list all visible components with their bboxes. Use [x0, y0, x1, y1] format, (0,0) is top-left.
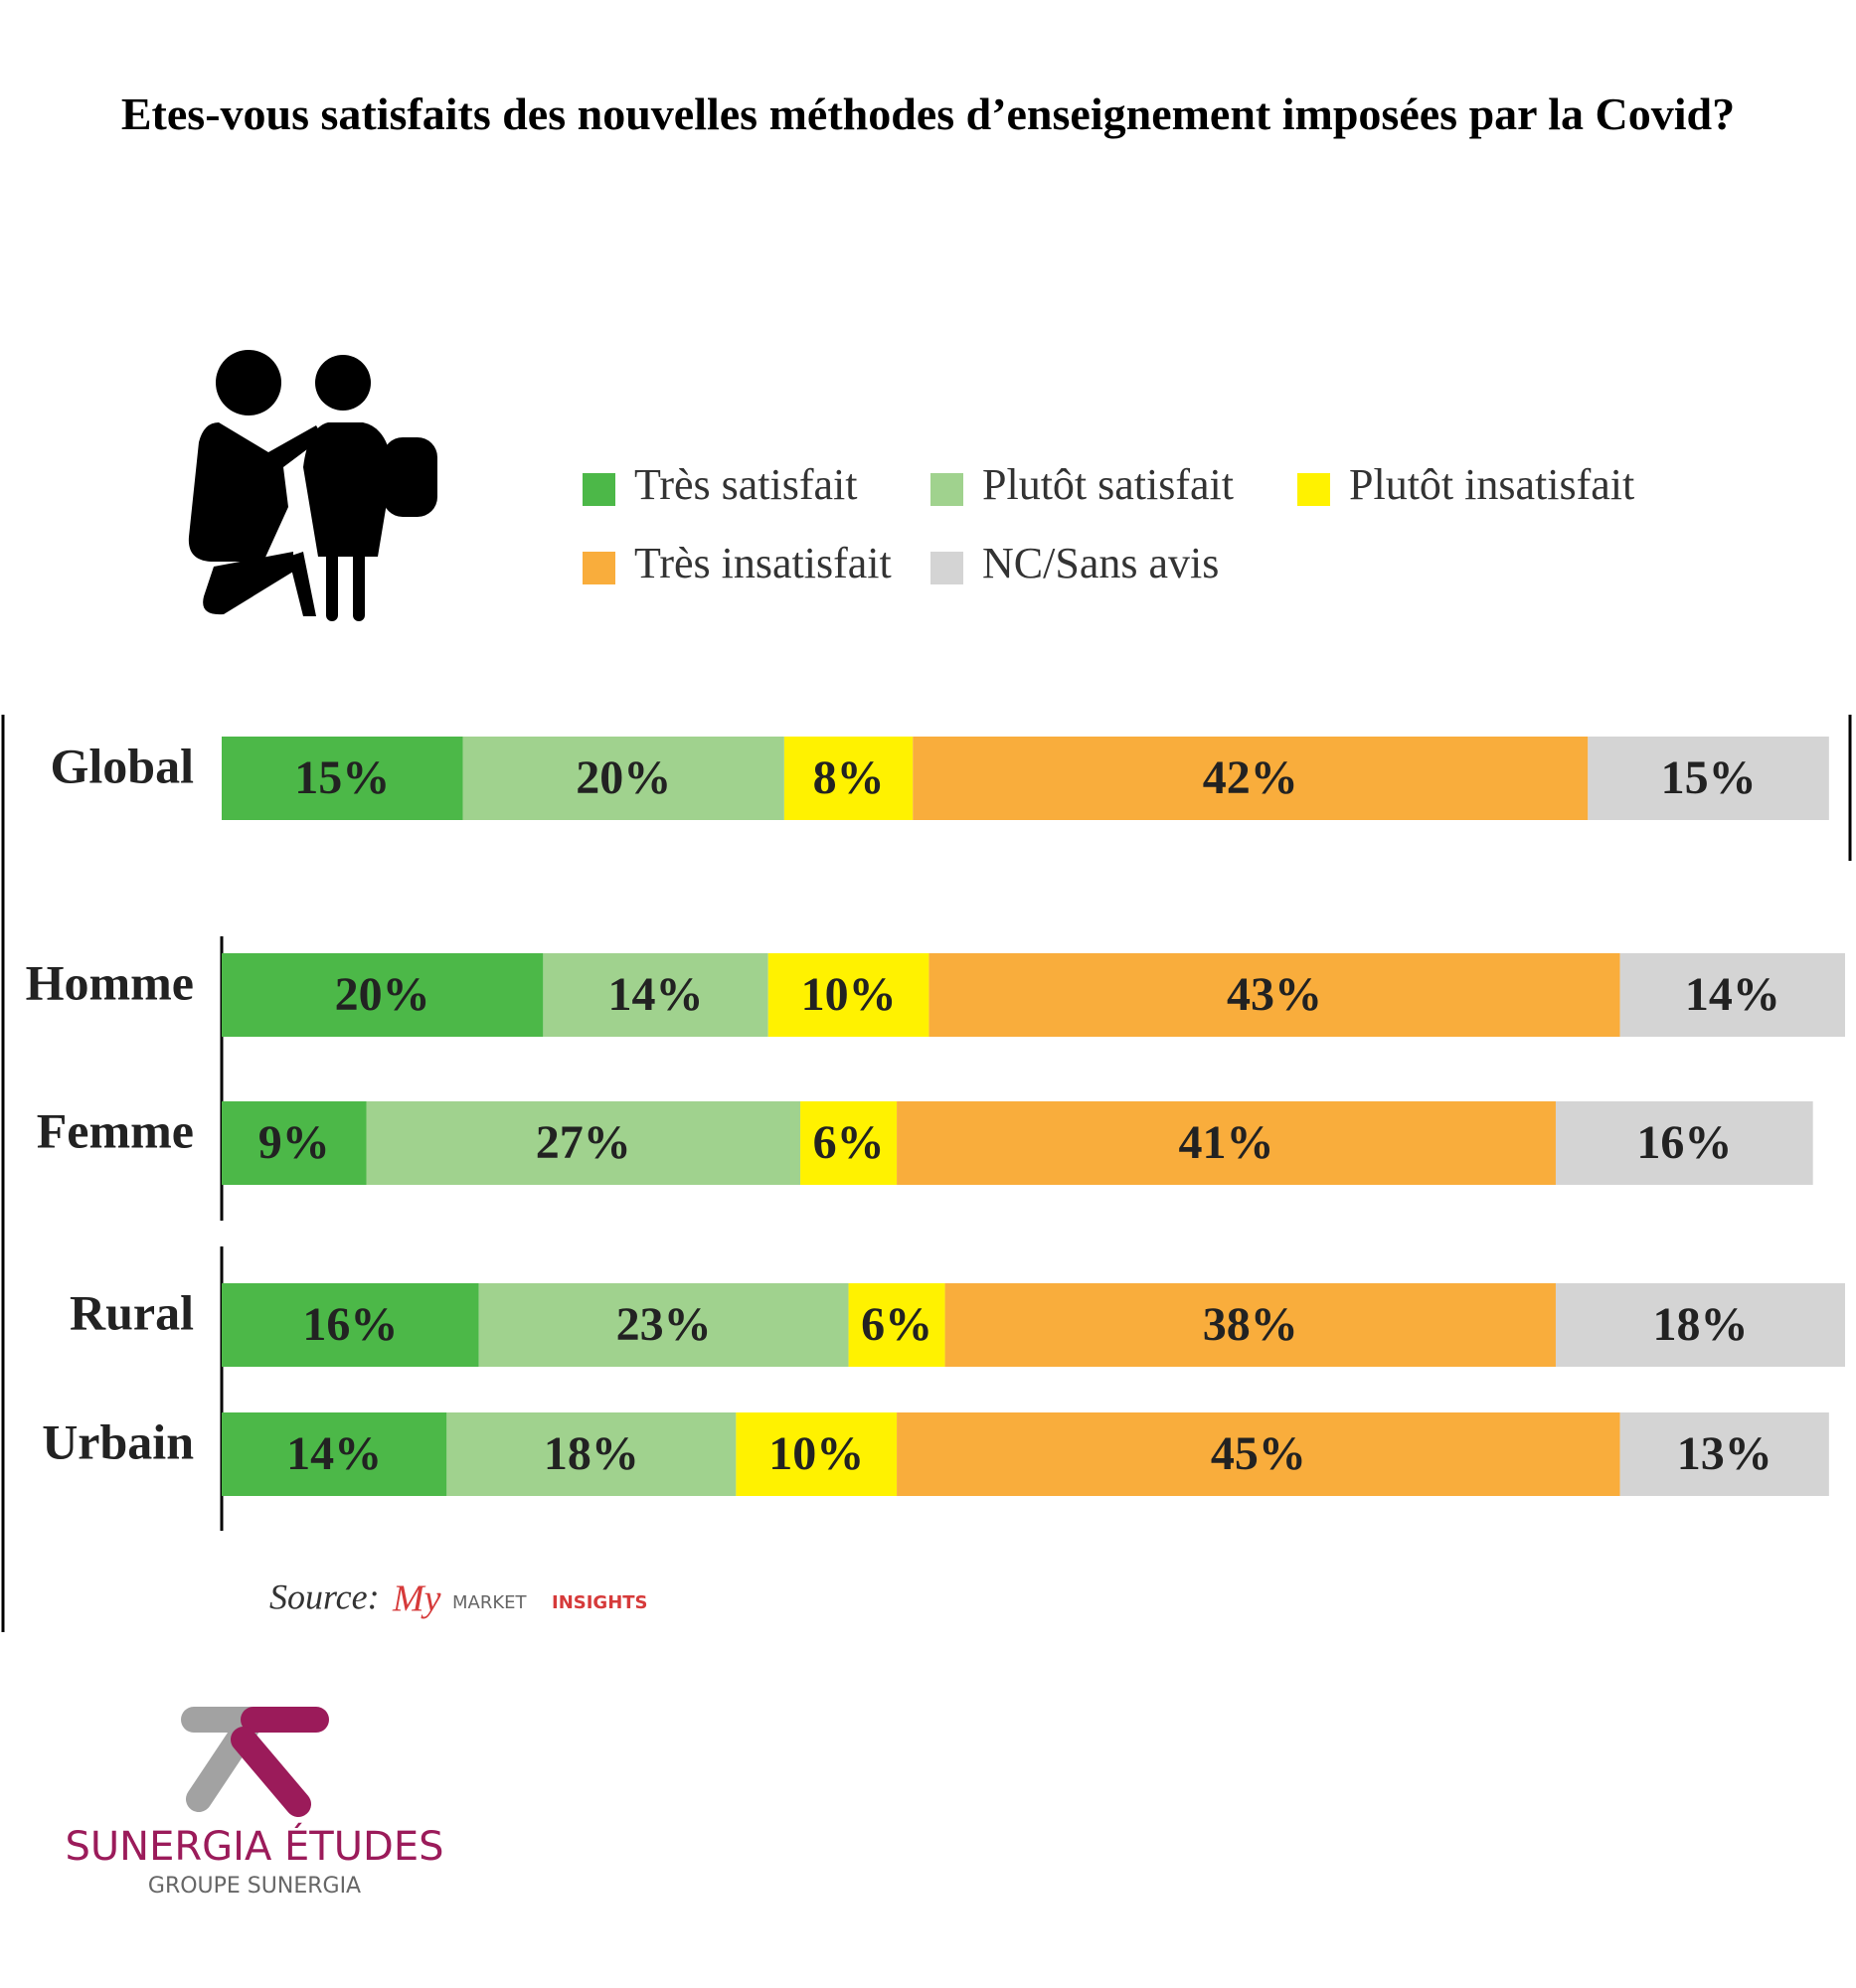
legend-swatch	[583, 552, 615, 584]
value-label: 16%	[302, 1298, 398, 1351]
y-tick-label: Homme	[26, 954, 194, 1010]
bar-segment	[897, 1101, 1556, 1185]
icon	[188, 350, 437, 621]
bar-segment	[783, 737, 914, 820]
bar-segment	[848, 1283, 945, 1367]
value-label: 14%	[286, 1427, 382, 1480]
value-label: 43%	[1227, 968, 1322, 1021]
value-label: 20%	[576, 751, 671, 804]
bar-segment	[1588, 737, 1829, 820]
bar-segment	[446, 1412, 737, 1496]
legend-label: Plutôt satisfait	[982, 460, 1234, 509]
legend-label: Très insatisfait	[634, 539, 892, 587]
logo-mark	[181, 1707, 329, 1817]
value-label: 10%	[801, 968, 897, 1021]
bar-segment	[944, 1283, 1556, 1367]
value-label: 6%	[861, 1298, 932, 1351]
bar-segment	[767, 953, 929, 1037]
value-label: 41%	[1179, 1116, 1274, 1169]
y-tick-label: Urbain	[42, 1413, 194, 1469]
bar-segment	[1555, 1101, 1813, 1185]
value-label: 20%	[335, 968, 430, 1021]
value-label: 10%	[768, 1427, 864, 1480]
bar-segment	[1619, 1412, 1829, 1496]
bar-segment	[800, 1101, 898, 1185]
legend-swatch	[583, 473, 615, 506]
legend-label: Plutôt insatisfait	[1349, 460, 1634, 509]
y-tick-label: Rural	[70, 1284, 194, 1340]
value-label: 27%	[536, 1116, 631, 1169]
value-label: 13%	[1677, 1427, 1772, 1480]
bar-segment	[222, 1283, 479, 1367]
bar-segment	[1555, 1283, 1845, 1367]
bar-segment	[913, 737, 1589, 820]
value-label: 18%	[544, 1427, 639, 1480]
value-label: 45%	[1211, 1427, 1306, 1480]
value-label: 42%	[1203, 751, 1298, 804]
bar-segment	[1619, 953, 1845, 1037]
legend-swatch	[930, 473, 963, 506]
value-label: 14%	[608, 968, 704, 1021]
legend-label: NC/Sans avis	[982, 539, 1219, 587]
legend-swatch	[930, 552, 963, 584]
value-label: 18%	[1652, 1298, 1748, 1351]
bar-segment	[462, 737, 784, 820]
source-label: Source:	[269, 1576, 380, 1616]
value-label: 15%	[1661, 751, 1757, 804]
bar-segment	[543, 953, 768, 1037]
value-label: 23%	[616, 1298, 712, 1351]
value-label: 14%	[1685, 968, 1780, 1021]
value-label: 8%	[813, 751, 885, 804]
bar-segment	[222, 1101, 367, 1185]
bar-segment	[478, 1283, 849, 1367]
source-brand: My	[392, 1578, 441, 1620]
chart-title: Etes-vous satisfaits des nouvelles métho…	[120, 88, 1736, 139]
source-brand: MARKET	[452, 1592, 528, 1613]
value-label: 15%	[294, 751, 390, 804]
bar-segment	[222, 1412, 447, 1496]
legend-swatch	[1297, 473, 1330, 506]
bar-segment	[222, 737, 463, 820]
bar-segment	[736, 1412, 898, 1496]
logo-name: SUNERGIA ÉTUDES	[66, 1822, 444, 1870]
logo-group: GROUPE SUNERGIA	[148, 1874, 361, 1899]
value-label: 9%	[258, 1116, 330, 1169]
source-brand: INSIGHTS	[552, 1592, 648, 1613]
value-label: 16%	[1636, 1116, 1732, 1169]
value-label: 6%	[813, 1116, 885, 1169]
value-label: 38%	[1203, 1298, 1298, 1351]
y-tick-label: Global	[51, 738, 195, 793]
bar-segment	[366, 1101, 801, 1185]
bar-segment	[928, 953, 1620, 1037]
bar-segment	[222, 953, 544, 1037]
bar-segment	[897, 1412, 1620, 1496]
y-tick-label: Femme	[37, 1102, 194, 1158]
legend-label: Très satisfait	[634, 460, 858, 509]
